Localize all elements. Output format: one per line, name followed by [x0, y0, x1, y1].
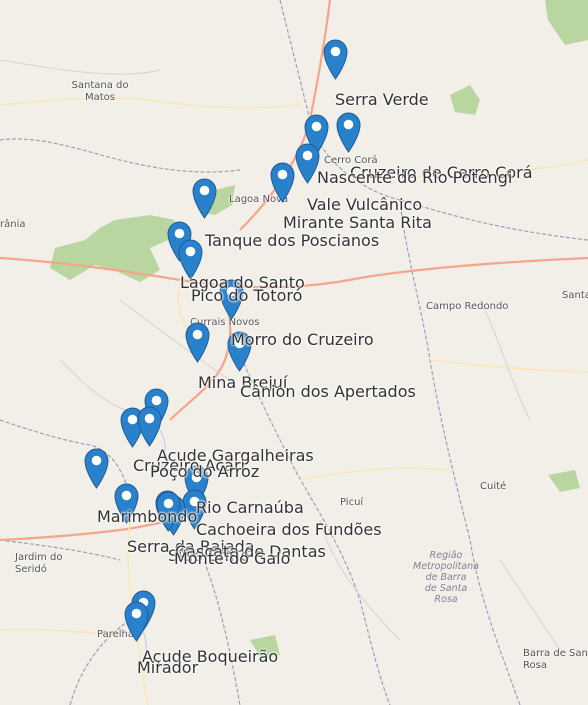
local-roads [0, 59, 561, 651]
place-label: Campo Redondo [426, 301, 509, 312]
marker-label: Marimbondo [97, 507, 198, 526]
map-pin-icon[interactable] [269, 162, 295, 203]
place-label: Santa [562, 290, 588, 301]
map-pin-icon[interactable] [177, 239, 203, 280]
map-pin-icon[interactable] [335, 112, 361, 153]
map-pin-icon[interactable] [191, 178, 217, 219]
place-label: rânia [0, 219, 26, 230]
marker-label: Lagoa do Santo [180, 273, 305, 292]
place-label: Cuité [480, 481, 507, 492]
marker-label: Cruzeiro Acari [133, 456, 245, 475]
place-label: Santana do Matos [71, 80, 129, 103]
place-label: Currais Novos [190, 317, 260, 328]
marker-label: Poço do Arroz [150, 462, 260, 481]
marker-label: Monte do Galo [174, 549, 291, 568]
marker-label: Serra da Rajada [127, 537, 255, 556]
place-label: Barra de Santa Rosa [523, 648, 588, 671]
marker-label: Vale Vulcânico [307, 195, 423, 214]
marker-label: Cruzeiro de Cerro Corá [350, 163, 533, 182]
map-pin-icon[interactable] [322, 39, 348, 80]
map-pin-icon[interactable] [181, 489, 207, 530]
marker-label: Cascata de Dantas [175, 542, 326, 561]
marker-label: Mirante Santa Rita [283, 213, 432, 232]
place-label: Parelhas [97, 629, 140, 640]
map-pin-icon[interactable] [136, 406, 162, 447]
map-pin-icon[interactable] [184, 322, 210, 363]
marker-label: Açude Gargalheiras [157, 446, 314, 465]
marker-label: Morro do Cruzeiro [231, 330, 374, 349]
marker-label: Serra Verde [335, 90, 429, 109]
marker-label: Açude Boqueirão [142, 647, 279, 666]
marker-label: Cânion dos Apertados [240, 382, 416, 401]
marker-label: Sítio Ermo [168, 546, 250, 565]
marker-label: Mirador [137, 658, 199, 677]
place-label: Lagoa Nova [229, 194, 289, 205]
map-pin-icon[interactable] [83, 448, 109, 489]
marker-label: Rio Carnaúba [196, 498, 304, 517]
marker-label: Mina Brejuí [198, 373, 288, 392]
place-label: Jardim do Seridó [15, 552, 63, 575]
place-label: Picuí [340, 497, 364, 508]
map-pin-icon[interactable] [113, 483, 139, 524]
marker-label: Tanque dos Poscianos [205, 231, 380, 250]
marker-label: Pico do Totoró [191, 286, 303, 305]
region-label: Região Metropolitana de Barra de Santa R… [413, 550, 479, 605]
place-label: Cerro Corá [324, 155, 378, 166]
map-pin-icon[interactable] [294, 143, 320, 184]
map-pin-icon[interactable] [218, 279, 244, 320]
marker-label: Cachoeira dos Fundões [196, 520, 382, 539]
map-pin-icon[interactable] [123, 601, 149, 642]
map-pin-icon[interactable] [226, 331, 252, 372]
marker-label: Nascente do Rio Potengi [317, 168, 513, 187]
map-pin-icon[interactable] [155, 491, 181, 532]
